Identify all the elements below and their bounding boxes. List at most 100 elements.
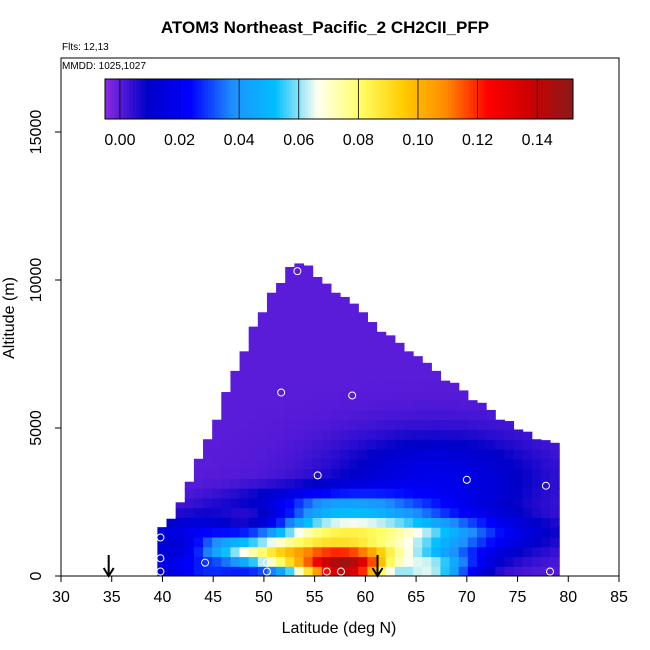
heat-cell	[266, 497, 277, 509]
colorbar-segment	[392, 79, 396, 119]
colorbar-segment	[314, 79, 318, 119]
heat-cell	[303, 449, 314, 460]
heat-cell	[403, 458, 414, 470]
heat-cell	[467, 488, 478, 499]
heat-cell	[513, 468, 524, 479]
colorbar-segment	[161, 79, 165, 119]
heat-cell	[221, 536, 232, 548]
heat-cell	[403, 351, 414, 362]
heat-cell	[531, 478, 542, 489]
heat-cell	[403, 546, 414, 558]
colorbar-segment	[198, 79, 203, 119]
heat-cell	[340, 370, 350, 382]
heat-cell	[294, 497, 305, 509]
heat-cell	[495, 458, 505, 470]
heat-cell	[166, 518, 177, 528]
heat-cell	[486, 458, 496, 470]
heat-cell	[467, 400, 478, 411]
heat-cell	[193, 488, 204, 499]
heat-cell	[221, 507, 232, 518]
heat-cell	[413, 370, 423, 382]
heat-cell	[513, 517, 524, 528]
colorbar-segment	[548, 79, 552, 119]
heat-cell	[349, 478, 359, 489]
heat-cell	[376, 468, 387, 479]
colorbar-segment	[220, 79, 225, 119]
heat-cell	[321, 302, 332, 313]
sample-point	[313, 471, 322, 480]
colorbar-segment	[167, 79, 172, 119]
heat-cell	[367, 331, 378, 343]
heat-cell	[467, 527, 478, 538]
heat-cell	[376, 361, 387, 372]
heat-cell	[385, 419, 396, 431]
y-tick-label: 0	[28, 571, 45, 580]
heat-cell	[431, 517, 442, 528]
heat-cell	[203, 439, 213, 450]
heat-cell	[276, 527, 286, 538]
colorbar-segment	[448, 79, 452, 119]
heat-cell	[248, 351, 259, 362]
heat-cell	[340, 449, 350, 460]
heat-cell	[257, 400, 268, 411]
heat-cell	[394, 497, 405, 509]
heat-cell	[212, 527, 222, 538]
colorbar-segment	[329, 79, 334, 119]
heat-cell	[212, 429, 222, 440]
heat-cell	[403, 507, 414, 518]
colorbar-segment	[117, 79, 122, 119]
heat-cell	[550, 497, 560, 509]
heat-cell	[266, 380, 277, 392]
heat-cell	[248, 478, 259, 489]
heat-cell	[257, 566, 268, 576]
heat-cell	[230, 527, 241, 538]
heat-cell	[330, 546, 341, 558]
heat-cell	[303, 390, 314, 401]
heat-cell	[312, 478, 323, 489]
heat-cell	[330, 361, 341, 372]
heat-cell	[440, 566, 451, 576]
heat-cell	[504, 429, 515, 440]
heat-cell	[467, 536, 478, 548]
heat-cell	[394, 351, 405, 362]
heat-cell	[303, 380, 314, 392]
colorbar-segment	[232, 79, 237, 119]
colorbar-segment	[413, 79, 418, 119]
heat-cell	[449, 497, 460, 509]
heat-cell	[440, 439, 451, 450]
heat-cell	[294, 341, 305, 352]
heat-cell	[431, 527, 442, 538]
y-tick-label: 5000	[28, 410, 45, 446]
heat-cell	[340, 312, 350, 323]
heat-cell	[495, 546, 505, 558]
heat-cell	[285, 351, 295, 362]
heat-cell	[367, 400, 378, 411]
heat-cell	[312, 458, 323, 470]
heat-cell	[531, 536, 542, 548]
heat-cell	[193, 497, 204, 509]
heat-cell	[431, 449, 442, 460]
heat-cell	[330, 312, 341, 323]
heat-cell	[294, 282, 305, 294]
heat-cell	[276, 566, 286, 576]
colorbar-segment	[435, 79, 440, 119]
heat-cell	[385, 429, 396, 440]
colorbar-segment	[382, 79, 387, 119]
heat-cell	[312, 312, 323, 323]
heat-cell	[495, 439, 505, 450]
heat-cell	[285, 419, 295, 431]
heat-cell	[458, 507, 469, 518]
heat-cell	[212, 478, 222, 489]
heat-cell	[321, 322, 332, 333]
heat-cell	[394, 458, 405, 470]
heat-cell	[349, 370, 359, 382]
heat-cell	[257, 390, 268, 401]
heat-cell	[540, 517, 551, 528]
heat-cell	[495, 497, 505, 509]
heat-cell	[358, 380, 368, 392]
heat-cell	[376, 351, 387, 362]
heat-cell	[349, 458, 359, 470]
heat-cell	[550, 556, 560, 567]
heat-cell	[266, 527, 277, 538]
heat-cell	[230, 546, 241, 558]
